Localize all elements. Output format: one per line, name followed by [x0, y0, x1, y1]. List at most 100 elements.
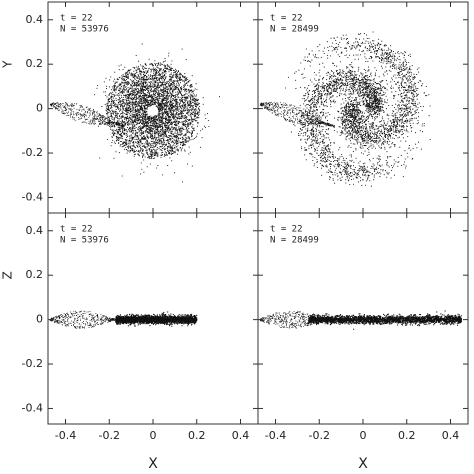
- particle: [198, 117, 200, 119]
- particle: [138, 66, 140, 68]
- particle: [171, 160, 173, 162]
- particle: [114, 122, 116, 124]
- particle: [108, 86, 110, 88]
- particle: [130, 140, 132, 142]
- particle: [141, 156, 144, 158]
- particle: [119, 92, 121, 94]
- particle: [103, 116, 105, 118]
- particle: [120, 86, 123, 88]
- particle: [138, 81, 140, 83]
- particle: [111, 110, 114, 113]
- particle: [187, 84, 189, 86]
- particle: [112, 118, 114, 121]
- particle: [131, 136, 133, 138]
- particle: [175, 70, 177, 72]
- particle: [142, 100, 144, 102]
- particle: [112, 93, 114, 95]
- particle: [184, 101, 186, 103]
- particle: [149, 126, 151, 128]
- particle: [163, 123, 165, 125]
- particle: [168, 84, 170, 86]
- particle: [155, 129, 157, 131]
- particle: [109, 125, 111, 127]
- particle: [184, 83, 186, 85]
- particle: [82, 115, 84, 117]
- particle: [165, 96, 167, 98]
- particle: [145, 64, 147, 66]
- particle: [120, 96, 123, 98]
- particle: [156, 118, 158, 120]
- particle: [139, 88, 142, 90]
- particle: [152, 83, 154, 85]
- particle: [125, 139, 127, 141]
- particle: [142, 83, 144, 85]
- particle: [157, 127, 159, 129]
- particle: [158, 136, 160, 138]
- particle: [153, 73, 155, 75]
- particle: [165, 71, 167, 73]
- particle: [146, 140, 148, 142]
- particle: [112, 132, 114, 134]
- particle: [122, 131, 124, 133]
- particle: [145, 70, 147, 72]
- particle: [186, 137, 188, 139]
- particle: [135, 129, 137, 132]
- particle: [157, 142, 159, 144]
- particle: [188, 146, 190, 148]
- particle: [157, 93, 159, 95]
- particle: [163, 93, 165, 95]
- particle: [195, 102, 197, 104]
- particle: [166, 119, 168, 122]
- particle: [137, 150, 140, 153]
- particle: [134, 146, 136, 148]
- particle: [82, 115, 84, 116]
- particle: [165, 120, 167, 122]
- particle: [110, 145, 112, 147]
- particle: [173, 150, 175, 152]
- particle: [147, 154, 149, 156]
- particle: [114, 114, 116, 117]
- particle: [177, 131, 179, 133]
- particle: [112, 139, 114, 142]
- particle: [135, 126, 137, 128]
- particle: [194, 101, 196, 103]
- particle: [122, 98, 124, 100]
- particle: [176, 105, 178, 108]
- particle: [111, 100, 113, 102]
- particle: [80, 118, 82, 120]
- particle: [106, 105, 108, 107]
- particle: [115, 151, 117, 153]
- particle: [120, 87, 122, 89]
- particle: [126, 73, 128, 75]
- particle: [189, 100, 192, 103]
- particle: [131, 80, 133, 83]
- particle: [137, 96, 139, 99]
- particle: [186, 125, 188, 127]
- particle: [190, 139, 192, 141]
- particle: [114, 99, 116, 101]
- particle: [157, 97, 159, 99]
- particle: [184, 73, 186, 75]
- particle: [196, 109, 198, 111]
- particle: [150, 82, 152, 84]
- particle: [147, 100, 149, 102]
- particle: [154, 132, 156, 135]
- particle: [121, 123, 123, 125]
- particle: [156, 76, 158, 78]
- particle: [137, 91, 139, 93]
- particle: [162, 76, 164, 78]
- particle: [194, 88, 196, 90]
- particle: [110, 98, 112, 101]
- particle: [179, 91, 181, 94]
- particle: [179, 117, 181, 119]
- particle: [170, 110, 172, 112]
- particle: [178, 128, 180, 130]
- particle: [121, 100, 123, 102]
- particle: [169, 89, 171, 91]
- particle: [110, 104, 112, 106]
- particle: [191, 135, 193, 137]
- particle: [154, 94, 156, 96]
- particle: [119, 109, 121, 111]
- particle: [123, 109, 125, 111]
- particle: [140, 148, 142, 150]
